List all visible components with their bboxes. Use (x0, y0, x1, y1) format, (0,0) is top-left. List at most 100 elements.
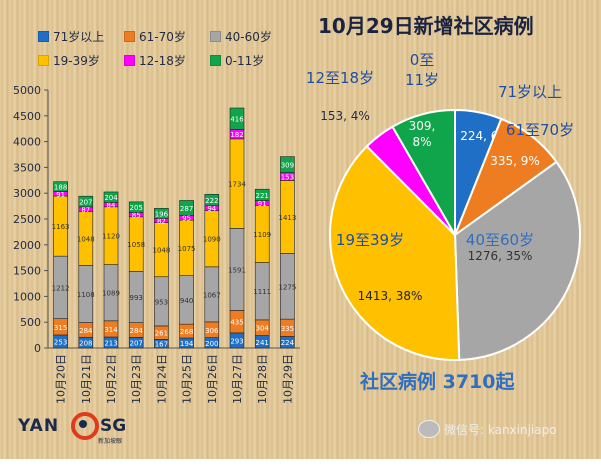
stacked-bar-chart: 0 500 1000 1500 2000 2500 3000 3500 4000 4500 5000… (13, 84, 300, 404)
bar-data-label: 82 (157, 218, 166, 226)
logo-eye-icon (71, 412, 99, 440)
bar-data-label: 253 (54, 338, 67, 346)
x-tick-label: 10月23日 (130, 354, 143, 404)
pie-data-label: 1276, 35% (468, 249, 533, 263)
legend-swatch (124, 55, 135, 66)
legend-swatch (210, 31, 221, 42)
bar-data-label: 284 (79, 327, 93, 335)
x-tick-label: 10月29日 (281, 354, 294, 404)
x-tick-label: 10月20日 (55, 354, 68, 404)
y-tick-label: 1000 (13, 290, 41, 303)
wechat-icon (418, 420, 440, 438)
pie-data-label: 8% (412, 135, 431, 149)
pie-category-label: 12至18岁 (306, 69, 374, 87)
bar-data-label: 213 (104, 340, 117, 348)
bar-data-label: 200 (205, 340, 218, 348)
bar-data-label: 94 (207, 205, 216, 213)
legend-item-40-60: 40-60岁 (210, 28, 272, 45)
bar-data-label: 287 (180, 205, 193, 213)
bar-data-label: 85 (132, 212, 141, 220)
bar-data-label: 84 (107, 202, 116, 210)
bar-data-label: 953 (155, 298, 168, 306)
bar-data-label: 940 (180, 297, 193, 305)
bar-data-label: 196 (155, 210, 169, 218)
bar-data-label: 293 (230, 337, 243, 345)
legend-swatch (124, 31, 135, 42)
bar-data-label: 1058 (127, 241, 145, 249)
bar-data-label: 188 (54, 184, 67, 192)
bar-segment (78, 195, 94, 208)
bar-data-label: 1120 (102, 233, 120, 241)
pie-data-label: 1413, 38% (358, 289, 423, 303)
bar-data-label: 1075 (178, 245, 196, 253)
bar-segment (204, 193, 220, 207)
y-tick-label: 0 (34, 342, 41, 355)
legend-item-61-70: 61-70岁 (124, 28, 186, 45)
x-tick-label: 10月21日 (80, 354, 93, 404)
bar-data-label: 205 (130, 204, 143, 212)
bar-data-label: 314 (104, 326, 118, 334)
x-tick-label: 10月28日 (256, 354, 269, 404)
bar-segment (179, 200, 194, 216)
bar-data-label: 91 (56, 191, 65, 199)
pie-category-label: 0至 (410, 51, 435, 69)
pie-slice (453, 160, 581, 361)
legend-item-71plus: 71岁以上 (38, 28, 104, 45)
y-tick-label: 2000 (13, 239, 41, 252)
chart-title: 10月29日新增社区病例 (318, 14, 534, 38)
total-cases-label: 社区病例 3710起 (360, 371, 515, 393)
bar-data-label: 1048 (152, 247, 170, 255)
pie-category-label: 11岁 (405, 71, 439, 89)
bar-data-label: 1212 (52, 284, 70, 292)
y-tick-label: 1500 (13, 265, 41, 278)
bar-data-label: 1109 (253, 231, 271, 239)
pie-data-label: 153, 4% (320, 109, 370, 123)
bar-data-label: 1413 (278, 214, 296, 222)
y-tick-label: 4000 (13, 136, 41, 149)
bar-data-label: 222 (205, 197, 218, 205)
bar-data-label: 315 (54, 324, 67, 332)
bar-segment (128, 201, 144, 213)
pie-category-label: 40至60岁 (466, 231, 534, 249)
bar-data-label: 221 (256, 192, 269, 200)
bar-data-label: 435 (230, 319, 243, 327)
bar-data-label: 993 (130, 294, 143, 302)
wechat-watermark: 微信号: kanxinjiapo (418, 420, 557, 438)
bar-segment (53, 181, 68, 192)
legend-item-0-11: 0-11岁 (210, 52, 264, 69)
bar-data-label: 1090 (203, 236, 221, 244)
pie-category-label: 19至39岁 (336, 231, 404, 249)
bar-data-label: 153 (281, 174, 294, 182)
bar-segment (154, 208, 169, 219)
x-tick-label: 10月25日 (181, 354, 194, 404)
bar-data-label: 95 (182, 215, 191, 223)
legend-item-12-18: 12-18岁 (124, 52, 186, 69)
bar-data-label: 1111 (253, 288, 271, 296)
logo: YAN SG 新加坡眼 (10, 410, 140, 450)
bar-data-label: 204 (104, 194, 118, 202)
x-tick-label: 10月22日 (105, 354, 118, 404)
y-tick-label: 3500 (13, 161, 41, 174)
bar-data-label: 1067 (203, 291, 221, 299)
bar-data-label: 284 (130, 327, 144, 335)
bar-segment (103, 191, 119, 203)
bar-data-label: 207 (130, 340, 143, 348)
x-tick-label: 10月24日 (155, 354, 168, 404)
pie-data-label: 335, 9% (490, 154, 540, 168)
bar-data-label: 241 (256, 339, 269, 347)
bar-segment (229, 107, 245, 130)
y-tick-label: 5000 (13, 84, 41, 97)
legend-item-19-39: 19-39岁 (38, 52, 100, 69)
y-tick-label: 500 (20, 316, 41, 329)
bar-data-label: 224 (281, 339, 295, 347)
bar-data-label: 1591 (228, 266, 246, 274)
legend-swatch (210, 55, 221, 66)
bar-data-label: 304 (256, 325, 270, 333)
bar-data-label: 167 (155, 341, 168, 349)
bar-data-label: 416 (230, 116, 244, 124)
pie-data-label: 309, (409, 119, 436, 133)
bar-data-label: 208 (79, 340, 92, 348)
y-tick-label: 3000 (13, 187, 41, 200)
bar-data-label: 309 (281, 162, 294, 170)
bar-data-label: 261 (155, 330, 168, 338)
